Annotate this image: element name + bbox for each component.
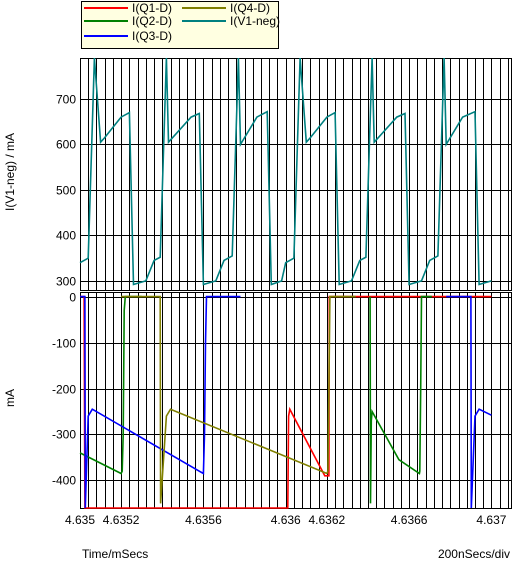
time-per-div-label: 200nSecs/div — [438, 547, 510, 561]
series-line-i-v1-neg — [79, 57, 492, 286]
legend-label-i-q2-d: I(Q2-D) — [132, 14, 172, 28]
y-tick-label: 0 — [69, 291, 76, 305]
plot-frame — [80, 292, 512, 509]
series-line-i-q2-d — [369, 295, 432, 504]
legend-box — [81, 1, 279, 49]
legend-label-i-q3-d: I(Q3-D) — [132, 29, 172, 43]
y-tick-label: -400 — [52, 474, 76, 488]
x-tick-label: 4.6352 — [103, 513, 140, 527]
x-tick-label: 4.6362 — [309, 513, 346, 527]
legend-label-i-q4-d: I(Q4-D) — [230, 1, 270, 15]
y-tick-label: 600 — [56, 138, 76, 152]
y-tick-label: -200 — [52, 383, 76, 397]
x-tick-label: 4.6356 — [185, 513, 222, 527]
y-tick-label: 700 — [56, 93, 76, 107]
top-panel: 300 400 500 600 700 — [56, 57, 512, 291]
x-tick-label: 4.635 — [65, 513, 95, 527]
x-tick-label: 4.636 — [271, 513, 301, 527]
top-y-axis-label: I(V1-neg) / mA — [3, 133, 17, 211]
y-tick-label: -100 — [52, 337, 76, 351]
legend: I(Q1-D) I(Q4-D) I(Q2-D) I(V1-neg) I(Q3-D) — [81, 1, 280, 49]
series-line-i-q3-d — [80, 295, 241, 509]
y-tick-label: 400 — [56, 229, 76, 243]
y-tick-label: -300 — [52, 428, 76, 442]
series-line-i-q2-d — [79, 295, 142, 475]
x-tick-label: 4.637 — [476, 513, 506, 527]
series-line-i-q4-d — [121, 295, 356, 504]
series-line-i-q1-d — [80, 295, 492, 509]
series-line-i-q3-d — [446, 295, 492, 509]
legend-label-i-v1-neg: I(V1-neg) — [230, 14, 280, 28]
bottom-panel: 0 -100 -200 -300 -400 4.635 4.6352 4.6356 4.636 4… — [52, 291, 512, 527]
x-axis-label: Time/mSecs — [82, 547, 148, 561]
x-tick-label: 4.6366 — [391, 513, 428, 527]
legend-label-i-q1-d: I(Q1-D) — [132, 1, 172, 15]
y-tick-label: 300 — [56, 275, 76, 289]
y-tick-label: 500 — [56, 184, 76, 198]
bottom-y-axis-label: mA — [3, 389, 17, 407]
